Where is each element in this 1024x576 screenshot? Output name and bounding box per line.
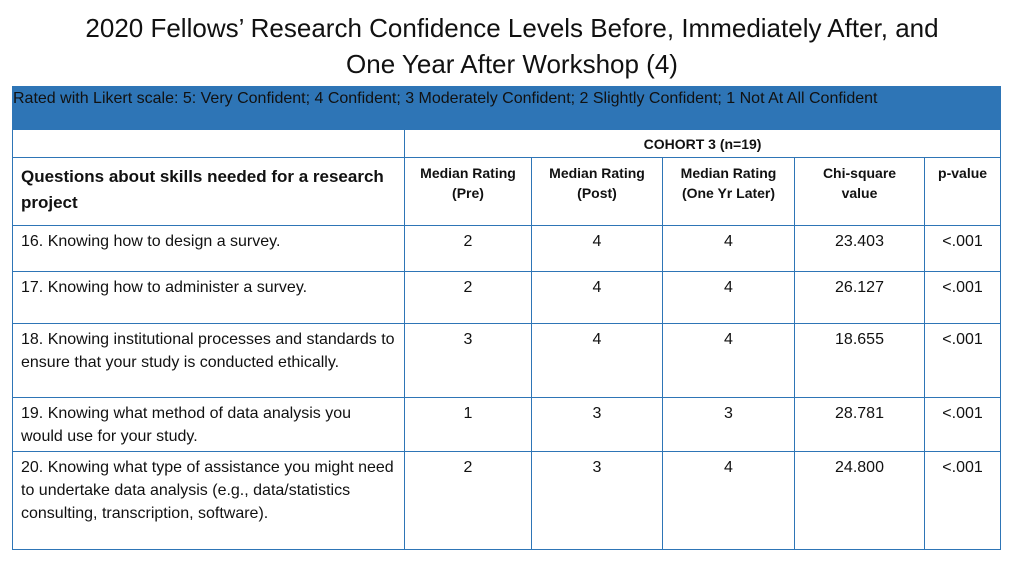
later-rating-cell: 4 [662, 225, 795, 272]
later-column-header: Median Rating (One Yr Later) [662, 157, 795, 226]
post-rating-cell: 3 [531, 451, 663, 550]
chi-square-cell: 23.403 [794, 225, 925, 272]
question-cell: 19. Knowing what method of data analysis… [12, 397, 405, 452]
question-cell: 18. Knowing institutional processes and … [12, 323, 405, 398]
pre-header-line-2: (Pre) [452, 185, 484, 201]
pre-rating-cell: 2 [404, 451, 532, 550]
chi-square-cell: 18.655 [794, 323, 925, 398]
scale-note: Rated with Likert scale: 5: Very Confide… [11, 86, 1002, 130]
confidence-table: Rated with Likert scale: 5: Very Confide… [11, 86, 1002, 550]
post-column-header: Median Rating (Post) [531, 157, 663, 226]
post-rating-cell: 3 [531, 397, 663, 452]
pre-header-line-1: Median Rating [420, 165, 516, 181]
later-rating-cell: 3 [662, 397, 795, 452]
question-cell: 16. Knowing how to design a survey. [12, 225, 405, 272]
later-rating-cell: 4 [662, 451, 795, 550]
pre-rating-cell: 1 [404, 397, 532, 452]
cohort-label: COHORT 3 (n=19) [403, 129, 1002, 158]
later-rating-cell: 4 [662, 271, 795, 324]
slide-title: 2020 Fellows’ Research Confidence Levels… [20, 10, 1004, 82]
chi-square-cell: 26.127 [794, 271, 925, 324]
chi-square-column-header: Chi-square value [794, 157, 925, 226]
table-row: 18. Knowing institutional processes and … [12, 323, 1002, 398]
table-row: 20. Knowing what type of assistance you … [12, 451, 1002, 550]
p-value-cell: <.001 [923, 271, 1002, 324]
post-rating-cell: 4 [531, 271, 663, 324]
chi-header-line-1: Chi-square [822, 165, 897, 181]
question-column-header: Questions about skills needed for a rese… [12, 157, 405, 226]
question-cell: 20. Knowing what type of assistance you … [12, 451, 405, 550]
post-header-line-2: (Post) [577, 185, 617, 201]
question-cell: 17. Knowing how to administer a survey. [12, 271, 405, 324]
pre-rating-cell: 2 [404, 225, 532, 272]
post-header-line-1: Median Rating [549, 165, 645, 181]
cohort-row: COHORT 3 (n=19) [12, 129, 1002, 158]
column-header-row: Questions about skills needed for a rese… [12, 157, 1002, 226]
title-line-2: One Year After Workshop (4) [346, 49, 678, 79]
chi-square-cell: 28.781 [794, 397, 925, 452]
p-value-column-header: p-value [923, 157, 1002, 226]
table-row: 19. Knowing what method of data analysis… [12, 397, 1002, 452]
post-rating-cell: 4 [531, 225, 663, 272]
p-value-cell: <.001 [923, 451, 1002, 550]
empty-corner-cell [12, 129, 405, 158]
pre-rating-cell: 2 [404, 271, 532, 324]
later-header-line-2: (One Yr Later) [681, 185, 776, 201]
table-row: 17. Knowing how to administer a survey. … [12, 271, 1002, 324]
later-header-line-1: Median Rating [680, 165, 777, 181]
chi-square-cell: 24.800 [794, 451, 925, 550]
pre-rating-cell: 3 [404, 323, 532, 398]
pre-column-header: Median Rating (Pre) [404, 157, 532, 226]
post-rating-cell: 4 [531, 323, 663, 398]
chi-header-line-2: value [841, 185, 878, 201]
scale-note-row: Rated with Likert scale: 5: Very Confide… [11, 86, 1002, 130]
title-line-1: 2020 Fellows’ Research Confidence Levels… [85, 13, 939, 43]
later-rating-cell: 4 [662, 323, 795, 398]
p-value-cell: <.001 [923, 323, 1002, 398]
p-value-cell: <.001 [923, 397, 1002, 452]
table-row: 16. Knowing how to design a survey. 2 4 … [12, 225, 1002, 272]
p-value-cell: <.001 [923, 225, 1002, 272]
